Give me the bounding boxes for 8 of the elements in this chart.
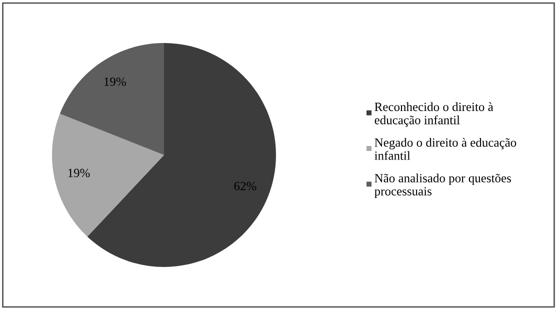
data-label: 19% [68,168,90,178]
pie-slice [60,43,164,155]
data-label: 62% [234,182,256,190]
legend-label: Reconhecido o direito à educação infantil [374,102,494,127]
legend-label: Não analisado por questões processuais [374,174,511,198]
pie-slice [52,114,164,237]
legend-label: Negado o direito à educação infantil [374,138,516,160]
data-label: 19% [104,77,126,86]
